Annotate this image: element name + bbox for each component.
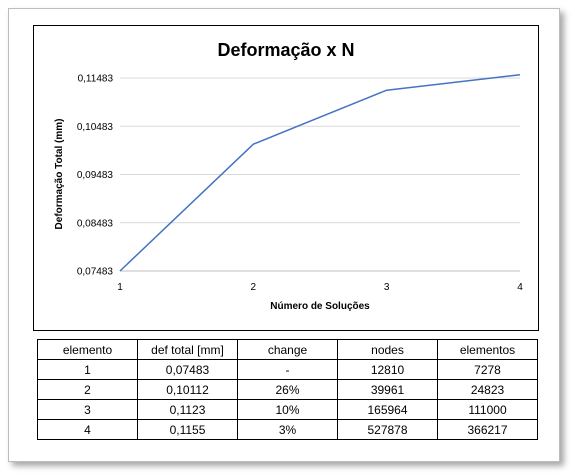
header-nodes: nodes	[337, 339, 438, 360]
table-row: 4 0,1155 3% 527878 366217	[37, 419, 538, 440]
table-cell: 0,10112	[137, 379, 238, 400]
table-row: 2 0,10112 26% 39961 24823	[37, 379, 538, 400]
table-cell: 12810	[337, 359, 438, 380]
chart-area: Deformação x N 0,07483 0,08483 0,09483 0,10…	[33, 25, 539, 331]
series-line	[119, 74, 521, 272]
table-cell: 527878	[337, 419, 438, 440]
header-def-total: def total [mm]	[137, 339, 238, 360]
y-tick-label: 0,08483	[77, 218, 114, 229]
y-tick-label: 0,11483	[78, 74, 114, 85]
table-cell: 26%	[237, 379, 338, 400]
table-row: 3 0,1123 10% 165964 111000	[37, 399, 538, 420]
table-cell: 366217	[437, 419, 538, 440]
x-tick-label: 1	[117, 282, 123, 293]
table-cell: -	[237, 359, 338, 380]
table-row: 1 0,07483 - 12810 7278	[37, 359, 538, 380]
table-header-row: elemento def total [mm] change nodes ele…	[37, 339, 538, 360]
table-cell: 0,1123	[137, 399, 238, 420]
data-table: elemento def total [mm] change nodes ele…	[37, 339, 538, 440]
y-tick-label: 0,10483	[77, 122, 114, 133]
table-cell: 39961	[337, 379, 438, 400]
header-change: change	[237, 339, 338, 360]
header-elemento: elemento	[37, 339, 138, 360]
table-cell: 3	[37, 399, 138, 420]
table-cell: 2	[37, 379, 138, 400]
table-cell: 111000	[437, 399, 538, 420]
x-tick-label: 4	[517, 282, 523, 293]
x-tick-label: 2	[251, 282, 257, 293]
table-cell: 3%	[237, 419, 338, 440]
table-cell: 1	[37, 359, 138, 380]
table-cell: 0,07483	[137, 359, 238, 380]
y-tick-label: 0,07483	[77, 267, 114, 278]
table-cell: 0,1155	[137, 419, 238, 440]
table-cell: 10%	[237, 399, 338, 420]
table-cell: 24823	[437, 379, 538, 400]
x-axis-title: Número de Soluções	[270, 301, 370, 312]
table-cell: 4	[37, 419, 138, 440]
line-chart: Deformação x N 0,07483 0,08483 0,09483 0,10…	[54, 40, 523, 312]
table-cell: 7278	[437, 359, 538, 380]
y-axis-title: Deformação Total (mm)	[54, 119, 65, 230]
chart-title: Deformação x N	[217, 40, 354, 60]
x-tick-label: 3	[384, 282, 390, 293]
table-cell: 165964	[337, 399, 438, 420]
y-tick-label: 0,09483	[77, 170, 114, 181]
header-elementos: elementos	[437, 339, 538, 360]
